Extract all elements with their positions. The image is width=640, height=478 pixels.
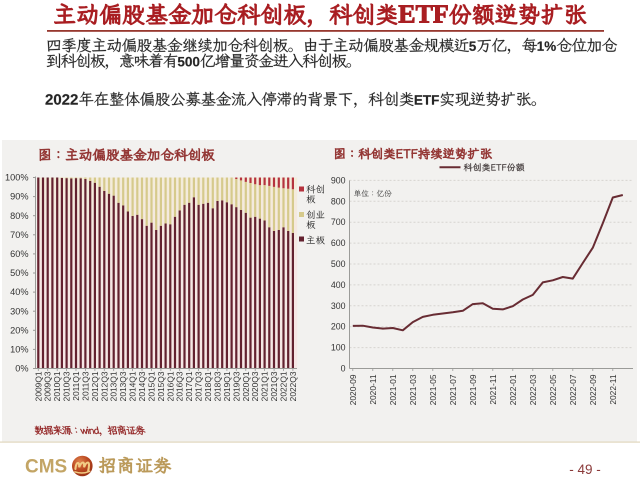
svg-text:10%: 10% <box>10 345 28 355</box>
svg-text:800: 800 <box>331 196 346 206</box>
svg-text:2022-01: 2022-01 <box>508 374 518 405</box>
svg-text:700: 700 <box>331 217 346 227</box>
svg-text:2020Q3: 2020Q3 <box>250 371 260 401</box>
svg-text:2022-11: 2022-11 <box>608 374 618 404</box>
svg-text:500: 500 <box>331 259 346 269</box>
svg-text:2022-05: 2022-05 <box>548 374 558 405</box>
svg-text:300: 300 <box>331 301 346 311</box>
svg-text:2011Q3: 2011Q3 <box>80 371 90 401</box>
svg-text:20%: 20% <box>10 325 28 335</box>
svg-text:400: 400 <box>331 280 346 290</box>
svg-text:CMS: CMS <box>25 457 67 478</box>
svg-text:2021-07: 2021-07 <box>448 374 458 405</box>
svg-text:2017Q1: 2017Q1 <box>184 371 194 401</box>
svg-text:2010Q3: 2010Q3 <box>62 371 72 401</box>
svg-text:900: 900 <box>331 175 346 185</box>
svg-text:2014Q3: 2014Q3 <box>137 371 147 401</box>
svg-text:2015Q3: 2015Q3 <box>156 371 166 401</box>
svg-text:2012Q1: 2012Q1 <box>90 371 100 401</box>
svg-text:2016Q1: 2016Q1 <box>165 371 175 401</box>
svg-text:40%: 40% <box>10 287 28 297</box>
svg-text:600: 600 <box>331 238 346 248</box>
svg-text:2022Q1: 2022Q1 <box>279 371 289 401</box>
svg-text:2009Q3: 2009Q3 <box>43 371 53 401</box>
svg-text:2009Q1: 2009Q1 <box>33 371 43 401</box>
svg-text:2015Q1: 2015Q1 <box>147 371 157 401</box>
svg-text:100: 100 <box>331 343 346 353</box>
svg-text:2021Q1: 2021Q1 <box>260 371 270 401</box>
svg-text:2017Q3: 2017Q3 <box>194 371 204 401</box>
svg-text:2016Q3: 2016Q3 <box>175 371 185 401</box>
svg-text:2021-09: 2021-09 <box>468 374 478 405</box>
svg-text:2010Q1: 2010Q1 <box>52 371 62 401</box>
svg-text:50%: 50% <box>10 268 28 278</box>
svg-text:80%: 80% <box>10 211 28 221</box>
svg-text:2012Q3: 2012Q3 <box>99 371 109 401</box>
svg-text:0: 0 <box>341 364 346 374</box>
svg-text:0%: 0% <box>15 364 28 374</box>
svg-text:2013Q3: 2013Q3 <box>118 371 128 401</box>
svg-text:2011Q1: 2011Q1 <box>71 371 81 401</box>
svg-text:2022-03: 2022-03 <box>528 374 538 405</box>
svg-text:2020Q1: 2020Q1 <box>241 371 251 401</box>
svg-text:100%: 100% <box>5 173 29 183</box>
svg-text:60%: 60% <box>10 249 28 259</box>
svg-text:2021-03: 2021-03 <box>408 374 418 405</box>
svg-text:90%: 90% <box>10 192 28 202</box>
svg-text:2018Q3: 2018Q3 <box>213 371 223 401</box>
svg-text:30%: 30% <box>10 306 28 316</box>
svg-text:2020-11: 2020-11 <box>368 374 378 404</box>
svg-text:2021Q3: 2021Q3 <box>269 371 279 401</box>
svg-text:2020-09: 2020-09 <box>348 374 358 405</box>
svg-text:2021-11: 2021-11 <box>488 374 498 404</box>
svg-text:70%: 70% <box>10 230 28 240</box>
svg-text:200: 200 <box>331 322 346 332</box>
svg-text:2022Q3: 2022Q3 <box>288 371 298 401</box>
svg-text:2018Q1: 2018Q1 <box>203 371 213 401</box>
svg-text:2021-01: 2021-01 <box>388 374 398 405</box>
svg-text:- 49 -: - 49 - <box>569 462 601 477</box>
svg-text:2019Q1: 2019Q1 <box>222 371 232 401</box>
svg-text:2022-09: 2022-09 <box>588 374 598 405</box>
svg-text:2013Q1: 2013Q1 <box>109 371 119 401</box>
svg-text:2022-07: 2022-07 <box>568 374 578 405</box>
svg-text:2014Q1: 2014Q1 <box>128 371 138 401</box>
svg-text:2021-05: 2021-05 <box>428 374 438 405</box>
svg-text:2019Q3: 2019Q3 <box>231 371 241 401</box>
